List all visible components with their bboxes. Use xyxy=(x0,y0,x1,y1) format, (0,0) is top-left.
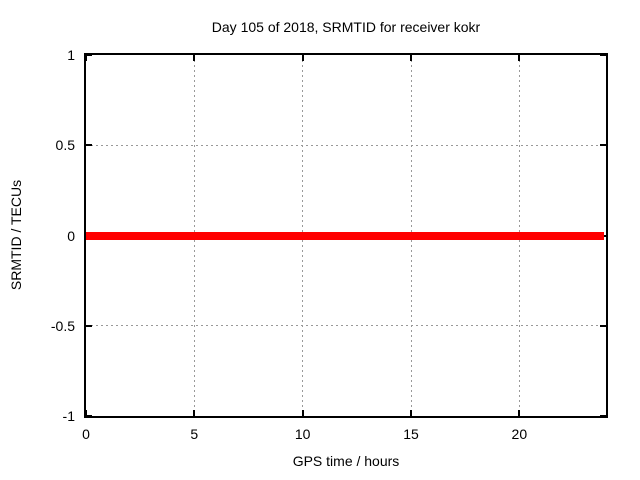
y-axis-tick xyxy=(600,144,606,147)
x-axis-label: GPS time / hours xyxy=(292,453,400,469)
x-axis-tick xyxy=(518,410,521,416)
x-axis-tick xyxy=(85,410,87,416)
y-axis-tick xyxy=(600,415,606,417)
grid-line-horizontal xyxy=(86,325,606,327)
x-tick-label: 10 xyxy=(294,426,311,442)
y-axis-tick xyxy=(600,54,606,56)
x-axis-tick xyxy=(85,55,87,61)
y-tick-label: 0.5 xyxy=(55,137,75,154)
x-axis-tick xyxy=(301,55,304,61)
x-axis-tick xyxy=(193,410,196,416)
x-tick-label: 20 xyxy=(511,426,528,442)
x-tick-label: 15 xyxy=(403,426,419,442)
y-axis-tick xyxy=(600,324,606,327)
y-axis-tick xyxy=(86,415,92,417)
x-axis-tick xyxy=(410,55,412,61)
y-tick-label: 0 xyxy=(67,227,75,244)
plot-area xyxy=(84,53,608,418)
x-axis-tick xyxy=(301,410,304,416)
x-axis-tick xyxy=(410,410,412,416)
x-tick-label: 5 xyxy=(190,426,199,442)
data-line-srmtid xyxy=(86,231,604,240)
y-axis-tick xyxy=(86,324,92,327)
y-axis-tick xyxy=(86,54,92,56)
grid-line-horizontal xyxy=(86,144,606,146)
x-axis-tick xyxy=(518,55,521,61)
y-axis-tick xyxy=(86,144,92,147)
x-axis-tick xyxy=(193,55,196,61)
y-tick-label: -0.5 xyxy=(50,317,75,334)
chart-title: Day 105 of 2018, SRMTID for receiver kok… xyxy=(211,19,481,35)
y-tick-label: 1 xyxy=(67,47,75,63)
y-tick-label: -1 xyxy=(62,408,75,424)
x-tick-label: 0 xyxy=(82,426,90,442)
